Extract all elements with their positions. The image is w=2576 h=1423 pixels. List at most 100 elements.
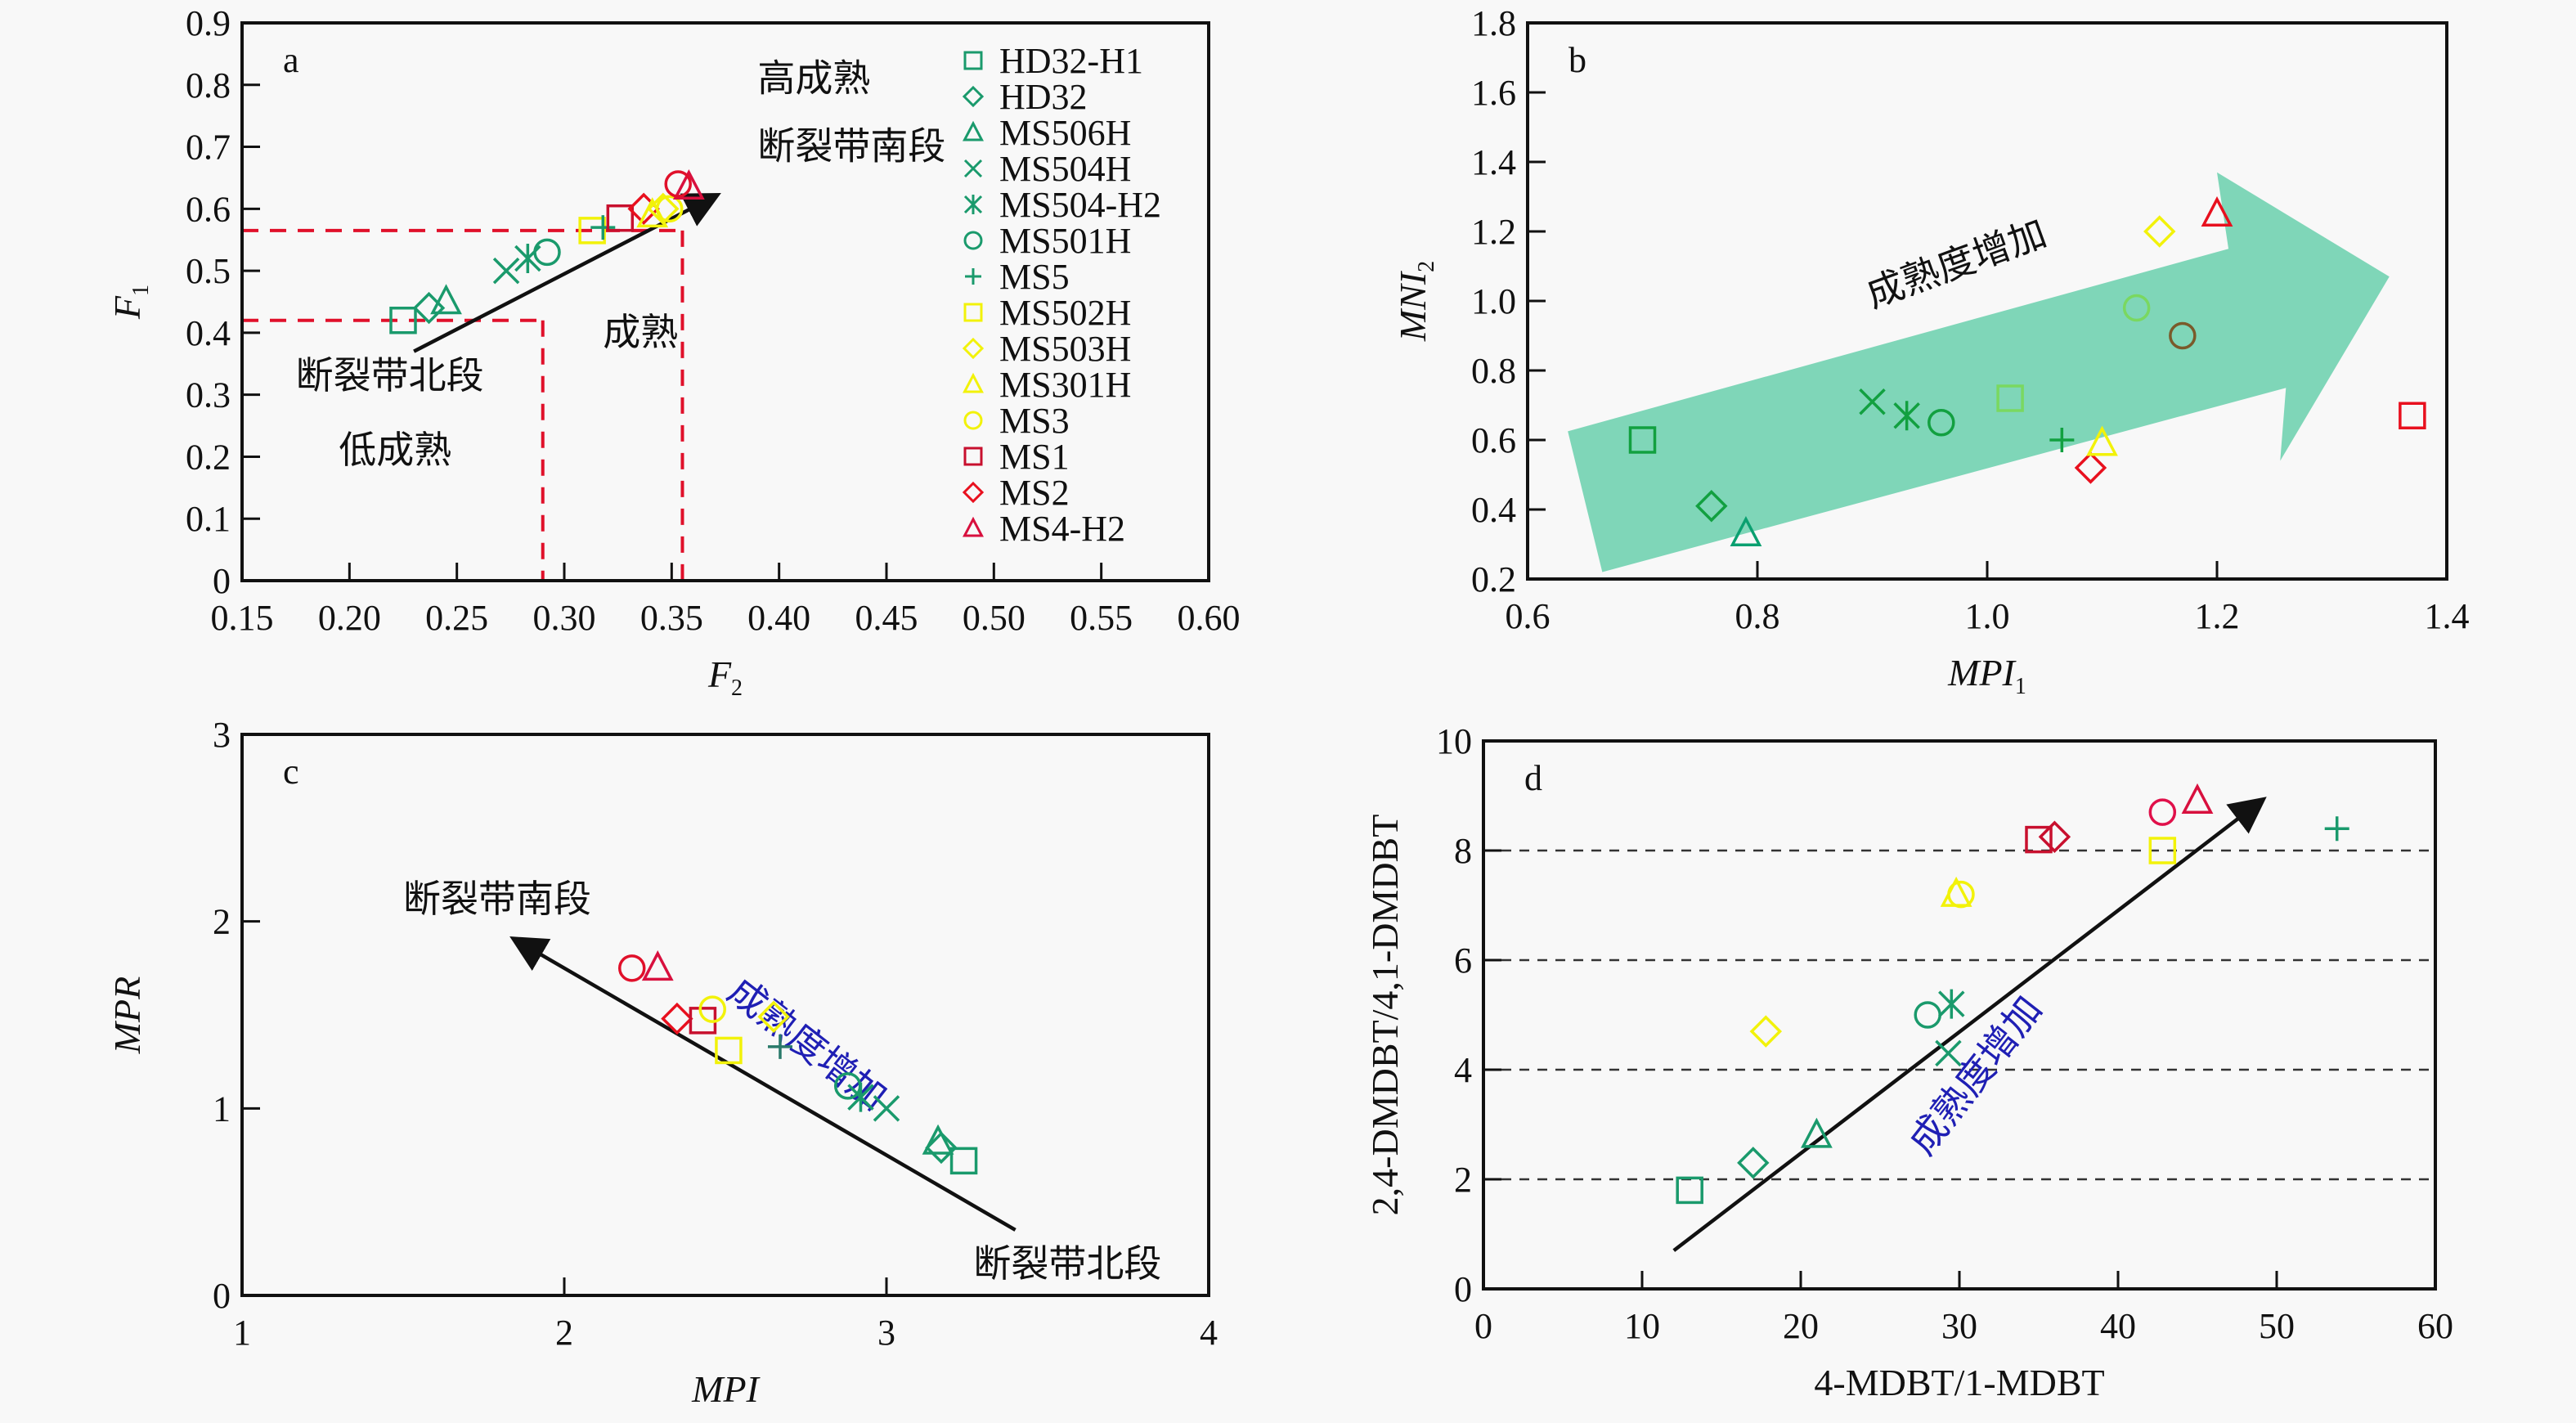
legend-entry: HD32 bbox=[962, 77, 1088, 117]
legend-entry: MS504H bbox=[963, 149, 1131, 189]
x-tick-label: 0 bbox=[1474, 1306, 1492, 1346]
y-axis-title: F1 bbox=[106, 285, 154, 320]
data-point-ms502h bbox=[715, 1036, 743, 1065]
data-point-ms1 bbox=[606, 204, 635, 232]
data-point-ms502h bbox=[2148, 837, 2177, 864]
annotation: 断裂带北段 bbox=[296, 353, 484, 397]
data-point-ms503h bbox=[647, 192, 680, 226]
legend-label: MS503H bbox=[999, 329, 1131, 369]
legend-entry: MS301H bbox=[963, 365, 1131, 405]
y-tick-label: 0.6 bbox=[1471, 420, 1516, 460]
y-tick-label: 0.4 bbox=[186, 313, 231, 353]
legend-label: MS1 bbox=[999, 437, 1070, 477]
data-point-ms503h bbox=[2143, 215, 2176, 248]
data-point-hd32-h1 bbox=[1676, 1176, 1703, 1205]
legend-entry: MS502H bbox=[963, 293, 1131, 333]
annotation: 低成熟 bbox=[339, 428, 451, 472]
x-tick-label: 40 bbox=[2100, 1306, 2136, 1346]
data-point-ms1 bbox=[2169, 321, 2197, 350]
trend-arrow bbox=[1672, 797, 2267, 1252]
x-tick-label: 1 bbox=[233, 1313, 251, 1353]
legend-label: HD32-H1 bbox=[999, 41, 1143, 81]
legend-marker bbox=[962, 85, 985, 108]
x-axis-title: MPI1 bbox=[1947, 652, 2026, 699]
y-tick-label: 2 bbox=[1454, 1160, 1472, 1200]
data-point-hd32 bbox=[1695, 490, 1728, 523]
legend-label: MS504H bbox=[999, 149, 1131, 189]
plot-frame bbox=[1482, 739, 2437, 1291]
legend-marker bbox=[963, 447, 983, 466]
panel-letter: d bbox=[1524, 758, 1542, 798]
data-point-hd32-h1 bbox=[949, 1147, 978, 1175]
y-tick-label: 10 bbox=[1436, 721, 1472, 761]
data-point-ms5 bbox=[2324, 816, 2349, 842]
data-point-ms504h bbox=[1859, 388, 1886, 415]
data-point-ms503h bbox=[1749, 1015, 1783, 1048]
data-point-ms4-h2 bbox=[2201, 195, 2233, 227]
maturity-arrow-band bbox=[1568, 172, 2390, 572]
legend-label: MS504-H2 bbox=[999, 185, 1161, 225]
y-tick-label: 1.4 bbox=[1471, 142, 1516, 182]
legend-marker bbox=[963, 231, 983, 250]
y-tick-label: 4 bbox=[1454, 1050, 1472, 1090]
data-point-ms502h bbox=[1996, 384, 2024, 412]
y-tick-label: 0 bbox=[213, 1276, 231, 1316]
panel-d: 0 10 20 30 40 50 60 0 2 4 6 8 10 d 4-MDBT/1-MDBT 2,4-DM… bbox=[1364, 721, 2453, 1403]
y-tick-label: 1.8 bbox=[1471, 3, 1516, 43]
data-point-ms504h bbox=[1935, 1039, 1962, 1067]
legend-marker bbox=[962, 337, 985, 360]
x-tick-label: 0.6 bbox=[1506, 596, 1551, 636]
legend-label: MS502H bbox=[999, 293, 1131, 333]
y-axis-title: MNI2 bbox=[1392, 261, 1439, 342]
legend-entry: MS506H bbox=[963, 113, 1131, 153]
data-point-hd32-h1 bbox=[1628, 426, 1657, 454]
legend-entry: MS503H bbox=[962, 329, 1131, 369]
data-point-ms506h bbox=[1801, 1117, 1833, 1148]
x-tick-label: 0.50 bbox=[963, 598, 1025, 638]
data-point-ms2 bbox=[2038, 820, 2071, 853]
annotation: 断裂带北段 bbox=[973, 1241, 1161, 1286]
annotation: 高成熟 bbox=[757, 56, 870, 100]
x-tick-label: 3 bbox=[877, 1313, 895, 1353]
data-point-ms504h bbox=[873, 1095, 900, 1122]
y-axis-title: MPR bbox=[106, 976, 148, 1055]
y-tick-label: 0.2 bbox=[1471, 559, 1516, 599]
y-tick-label: 0.4 bbox=[1471, 490, 1516, 530]
data-point-ms501h bbox=[1928, 409, 1955, 437]
legend-marker bbox=[963, 372, 984, 393]
x-tick-label: 1.0 bbox=[1965, 596, 2010, 636]
legend-label: MS301H bbox=[999, 365, 1131, 405]
data-point-hd32 bbox=[1737, 1147, 1770, 1179]
legend-label: MS3 bbox=[999, 401, 1070, 441]
y-tick-label: 2 bbox=[213, 902, 231, 942]
y-tick-label: 1 bbox=[213, 1089, 231, 1129]
y-tick-label: 0.9 bbox=[186, 3, 231, 43]
y-tick-label: 0.7 bbox=[186, 128, 231, 168]
legend-entry: MS504-H2 bbox=[963, 185, 1161, 225]
y-tick-label: 1.2 bbox=[1471, 212, 1516, 252]
data-point-ms5 bbox=[767, 1034, 792, 1059]
legend-marker bbox=[963, 51, 983, 70]
y-axis-title: 2,4-DMDBT/4,1-DMDBT bbox=[1364, 815, 1406, 1216]
panel-letter: c bbox=[283, 752, 299, 792]
x-axis-title: MPI bbox=[691, 1368, 761, 1410]
data-point-ms504h bbox=[492, 257, 520, 285]
x-tick-label: 0.35 bbox=[640, 598, 703, 638]
x-tick-label: 20 bbox=[1783, 1306, 1819, 1346]
data-point-ms3 bbox=[2122, 294, 2151, 322]
y-tick-label: 1.0 bbox=[1471, 281, 1516, 321]
trend-arrow bbox=[509, 936, 1016, 1232]
data-point-hd32-h1 bbox=[389, 306, 417, 334]
x-tick-label: 0.30 bbox=[533, 598, 596, 638]
y-tick-label: 0.5 bbox=[186, 251, 231, 291]
legend-label: MS4-H2 bbox=[999, 509, 1125, 549]
data-point-hd32 bbox=[925, 1131, 958, 1165]
data-point-ms4-h2 bbox=[2181, 783, 2214, 814]
y-tick-label: 0 bbox=[1454, 1269, 1472, 1309]
annotation: 断裂带南段 bbox=[403, 877, 591, 921]
x-axis-title: 4-MDBT/1-MDBT bbox=[1814, 1362, 2104, 1403]
data-point-ms504-h2 bbox=[1938, 989, 1965, 1019]
data-point-ms3 bbox=[2148, 798, 2177, 826]
annotation-maturity-increase: 成熟度增加 bbox=[1860, 210, 2053, 316]
